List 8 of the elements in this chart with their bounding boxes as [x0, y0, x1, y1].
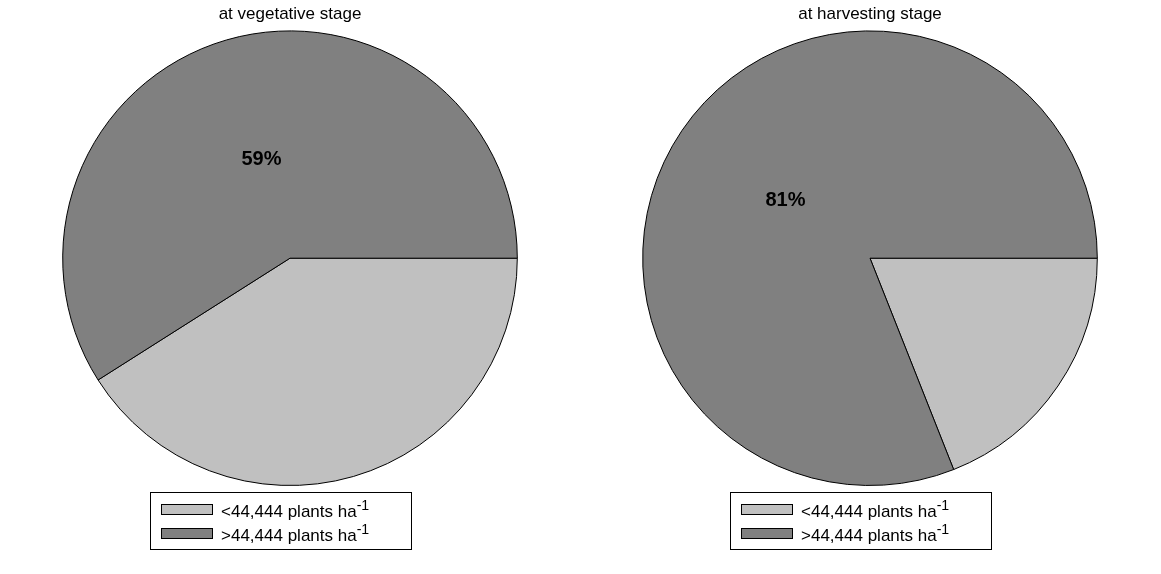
chart-title: at harvesting stage [798, 3, 942, 23]
legend-label: <44,444 plants ha$^{-1}$ [801, 496, 950, 522]
chart-title: at vegetative stage [218, 3, 362, 23]
legend-label: >44,444 plants ha$^{-1}$ [801, 520, 950, 546]
data-label: 81% [765, 188, 806, 211]
data-label: 59% [241, 147, 282, 170]
legend-label: >44,444 plants ha$^{-1}$ [221, 520, 370, 546]
legend-label: <44,444 plants ha$^{-1}$ [221, 496, 370, 522]
